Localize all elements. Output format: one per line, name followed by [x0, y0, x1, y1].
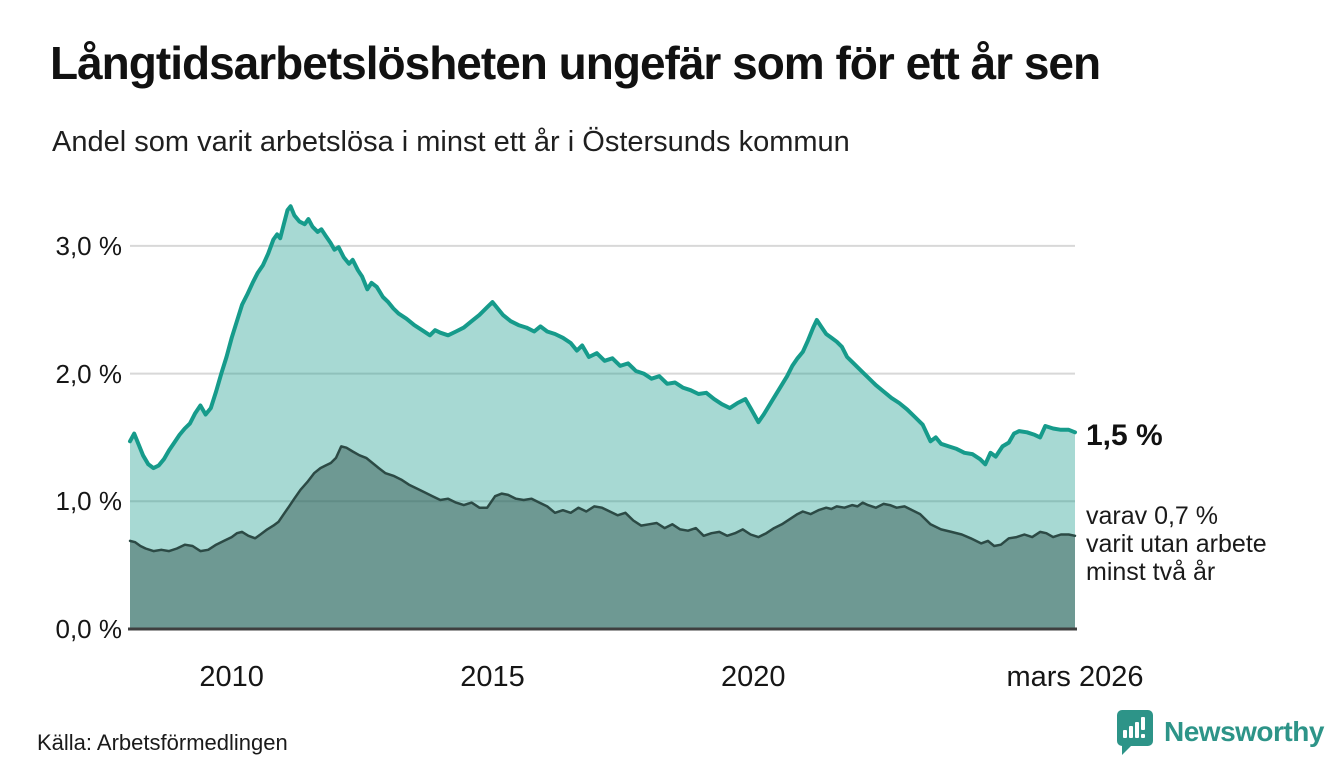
y-axis-label: 0,0 % — [55, 614, 123, 644]
newsworthy-wordmark: Newsworthy — [1164, 716, 1324, 747]
x-axis-label: mars 2026 — [1006, 661, 1144, 693]
end-value-label-subset-line2: varit utan arbete — [1086, 530, 1267, 558]
y-axis-label: 2,0 % — [55, 358, 123, 389]
chart-area-total — [130, 206, 1075, 630]
source-note: Källa: Arbetsförmedlingen — [37, 730, 288, 755]
y-axis-label: 1,0 % — [55, 486, 123, 517]
page-subtitle: Andel som varit arbetslösa i minst ett å… — [52, 126, 850, 158]
end-value-label-subset-line1: varav 0,7 % — [1086, 502, 1219, 530]
y-axis-label: 3,0 % — [55, 230, 123, 261]
end-value-label-subset-line3: minst två år — [1086, 558, 1216, 586]
chart-area-subset — [130, 446, 1075, 629]
x-axis-label: 2010 — [199, 661, 264, 693]
chart-line-subset — [128, 445, 1077, 553]
x-axis-label: 2020 — [720, 661, 786, 693]
newsworthy-logo: Newsworthy — [1114, 708, 1324, 756]
end-value-label-subset: varav 0,7 % varit utan arbete minst två … — [1086, 502, 1267, 586]
page-title: Långtidsarbetslösheten ungefär som för e… — [50, 37, 1101, 89]
newsworthy-logo-icon — [1117, 710, 1153, 755]
chart-line-total — [128, 204, 1077, 471]
end-value-label-total: 1,5 % — [1086, 419, 1163, 452]
x-axis-label: 2015 — [460, 661, 525, 693]
